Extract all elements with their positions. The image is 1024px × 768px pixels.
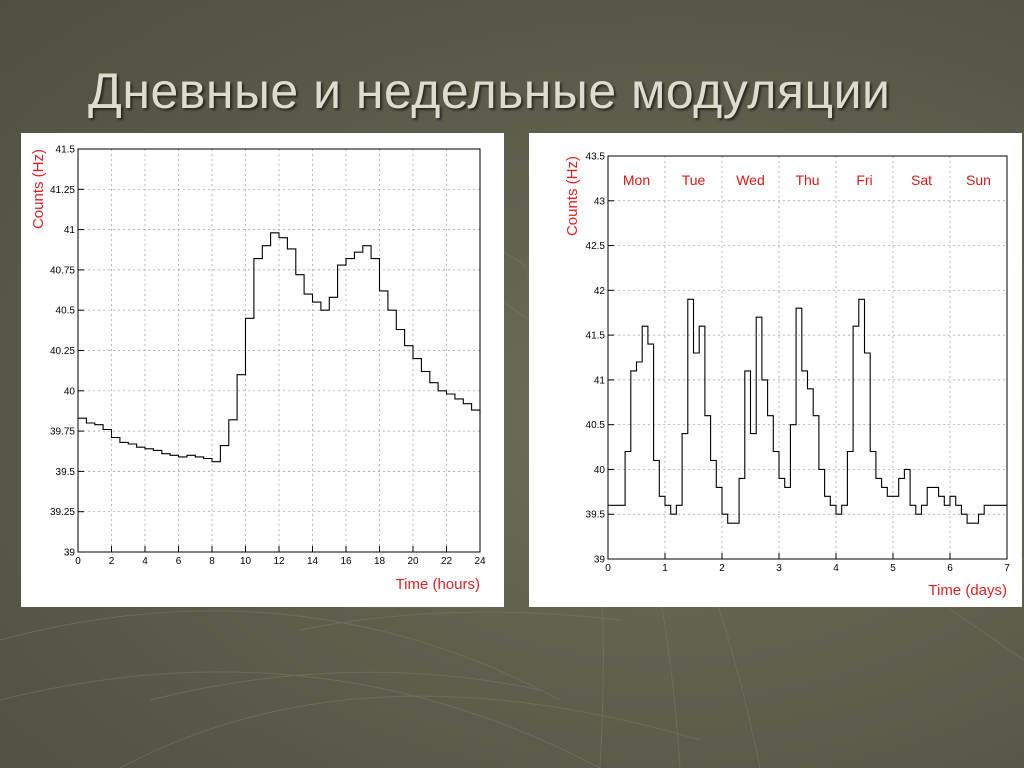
x-tick-label: 6 xyxy=(176,556,182,567)
y-tick-label: 39.5 xyxy=(586,510,606,521)
x-tick-label: 12 xyxy=(273,556,285,567)
x-tick-label: 7 xyxy=(1004,563,1010,574)
x-tick-label: 3 xyxy=(776,563,782,574)
y-tick-label: 39.75 xyxy=(50,427,75,438)
y-tick-label: 42 xyxy=(594,286,606,297)
y-tick-label: 41 xyxy=(594,375,606,386)
x-tick-label: 4 xyxy=(142,556,148,567)
y-tick-label: 40.25 xyxy=(50,346,75,357)
day-label-sat: Sat xyxy=(911,172,932,188)
y-tick-label: 39 xyxy=(594,555,606,566)
weekly-chart-panel: 0 1 2 3 4 5 6 7 39 39.5 40 40.5 41 41.5 42 42.5 43 43.5 M… xyxy=(529,133,1022,607)
x-tick-label: 18 xyxy=(374,556,386,567)
y-tick-label: 41 xyxy=(64,225,76,236)
x-tick-label: 2 xyxy=(109,556,115,567)
y-tick-label: 40.5 xyxy=(56,306,76,317)
y-tick-label: 40 xyxy=(594,465,606,476)
weekly-series-line xyxy=(608,298,1007,524)
x-tick-label: 1 xyxy=(662,563,668,574)
day-label-thu: Thu xyxy=(795,172,819,188)
x-tick-label: 24 xyxy=(474,556,486,567)
daily-tick-labels: 0 2 4 6 8 10 12 14 16 18 20 22 243939.2539.539.75404… xyxy=(50,145,486,568)
slide-title: Дневные и недельные модуляции xyxy=(88,63,891,119)
weekly-x-axis-title: Time (days) xyxy=(928,582,1007,599)
y-tick-label: 40.5 xyxy=(586,420,606,431)
x-tick-label: 6 xyxy=(947,563,953,574)
daily-chart-panel: 0 2 4 6 8 10 12 14 16 18 20 22 24 39 39.25 39.5 39.75 40 4… xyxy=(21,133,504,607)
day-label-fri: Fri xyxy=(856,172,872,188)
y-tick-label: 41.5 xyxy=(56,145,76,156)
x-tick-label: 10 xyxy=(240,556,252,567)
y-tick-label: 43 xyxy=(594,196,606,207)
y-tick-label: 42.5 xyxy=(586,241,606,252)
day-label-sun: Sun xyxy=(966,172,991,188)
day-label-wed: Wed xyxy=(736,172,765,188)
x-tick-label: 4 xyxy=(833,563,839,574)
y-tick-label: 39.25 xyxy=(50,507,75,518)
y-tick-label: 41.5 xyxy=(586,331,606,342)
day-label-mon: Mon xyxy=(623,172,650,188)
day-label-tue: Tue xyxy=(682,172,706,188)
x-tick-label: 0 xyxy=(75,556,81,567)
daily-series-line xyxy=(78,232,481,463)
x-tick-label: 22 xyxy=(441,556,453,567)
y-tick-label: 41.25 xyxy=(50,185,75,196)
daily-grid xyxy=(77,148,481,553)
y-tick-label: 39.5 xyxy=(56,467,76,478)
daily-modulation-chart: 0 2 4 6 8 10 12 14 16 18 20 22 243939.2539.539.75404… xyxy=(30,145,486,594)
weekly-plot-frame xyxy=(607,155,1008,560)
x-tick-label: 20 xyxy=(407,556,419,567)
x-tick-label: 2 xyxy=(719,563,725,574)
weekly-day-labels: Mon Tue Wed Thu Fri Sat Sun xyxy=(623,172,991,188)
x-tick-label: 0 xyxy=(605,563,611,574)
y-tick-label: 40 xyxy=(64,386,76,397)
x-tick-label: 14 xyxy=(307,556,319,567)
x-tick-label: 5 xyxy=(890,563,896,574)
weekly-modulation-chart: 0 1 2 3 4 5 6 7 39 39.5 40 40.5 41 41.5 42 42.5 43 43.5 M… xyxy=(564,152,1011,600)
daily-y-axis-title: Counts (Hz) xyxy=(30,149,47,229)
weekly-tick-labels: 0 1 2 3 4 5 6 7 39 39.5 40 40.5 41 41.5 42 42.5 43 43.5 xyxy=(586,152,1011,575)
x-tick-label: 16 xyxy=(340,556,352,567)
daily-x-axis-title: Time (hours) xyxy=(396,576,480,593)
y-tick-label: 39 xyxy=(64,548,76,559)
y-tick-label: 43.5 xyxy=(586,152,606,163)
y-tick-label: 40.75 xyxy=(50,265,75,276)
x-tick-label: 8 xyxy=(209,556,215,567)
weekly-grid xyxy=(607,155,1008,560)
weekly-y-axis-title: Counts (Hz) xyxy=(564,156,581,236)
